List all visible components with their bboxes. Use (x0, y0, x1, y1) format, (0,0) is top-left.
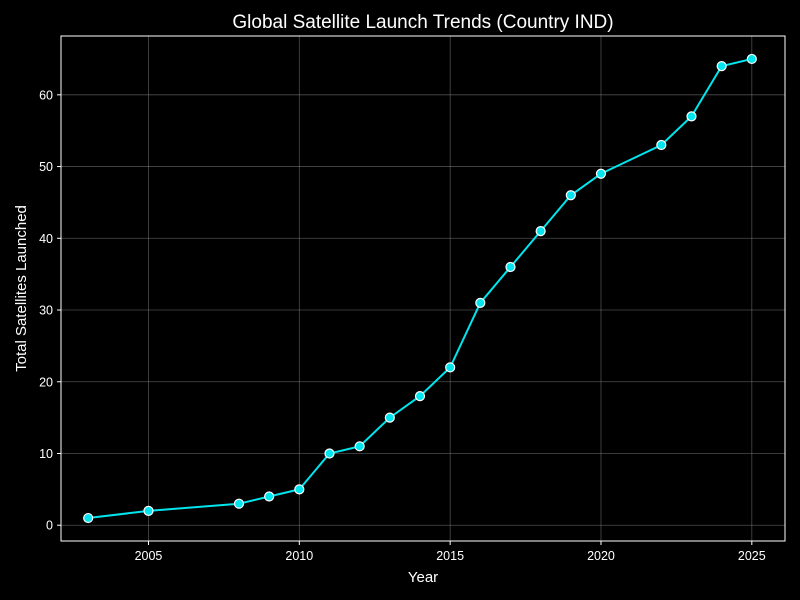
y-tick-label: 0 (46, 519, 53, 533)
data-point (595, 168, 607, 179)
data-point (354, 441, 365, 452)
axis-ticks: 2005 2010 2015 2020 2025 0 10 20 30 40 50 60 (39, 88, 766, 563)
data-point (264, 491, 275, 502)
data-point (475, 297, 486, 308)
x-axis-label: Year (408, 569, 438, 586)
x-tick-label: 2015 (436, 549, 464, 563)
data-point (233, 498, 245, 509)
data-point (535, 226, 546, 237)
x-tick-label: 2010 (285, 549, 313, 563)
data-point (656, 139, 667, 151)
data-point (565, 190, 576, 201)
y-tick-label: 30 (39, 304, 53, 318)
data-point (505, 261, 516, 273)
y-tick-label: 40 (39, 232, 53, 246)
data-point (686, 111, 697, 122)
x-tick-label: 2025 (738, 549, 766, 563)
y-tick-label: 20 (39, 375, 53, 389)
chart-title: Global Satellite Launch Trends (Country … (232, 12, 613, 33)
y-tick-label: 60 (39, 88, 53, 102)
x-tick-label: 2005 (135, 549, 163, 563)
y-tick-label: 50 (39, 160, 53, 174)
plot-frame (60, 35, 786, 542)
data-point (83, 512, 94, 524)
data-point (746, 53, 757, 65)
data-point (445, 362, 456, 373)
y-axis-label: Total Satellites Launched (13, 205, 30, 372)
grid-lines (61, 36, 785, 541)
x-tick-label: 2020 (587, 549, 615, 563)
data-point (324, 448, 335, 459)
data-point (414, 390, 426, 402)
data-point (294, 484, 305, 495)
data-point (384, 412, 395, 423)
y-tick-label: 10 (39, 447, 53, 461)
series-layer (83, 53, 757, 524)
data-point (716, 61, 727, 72)
data-point (143, 505, 154, 516)
